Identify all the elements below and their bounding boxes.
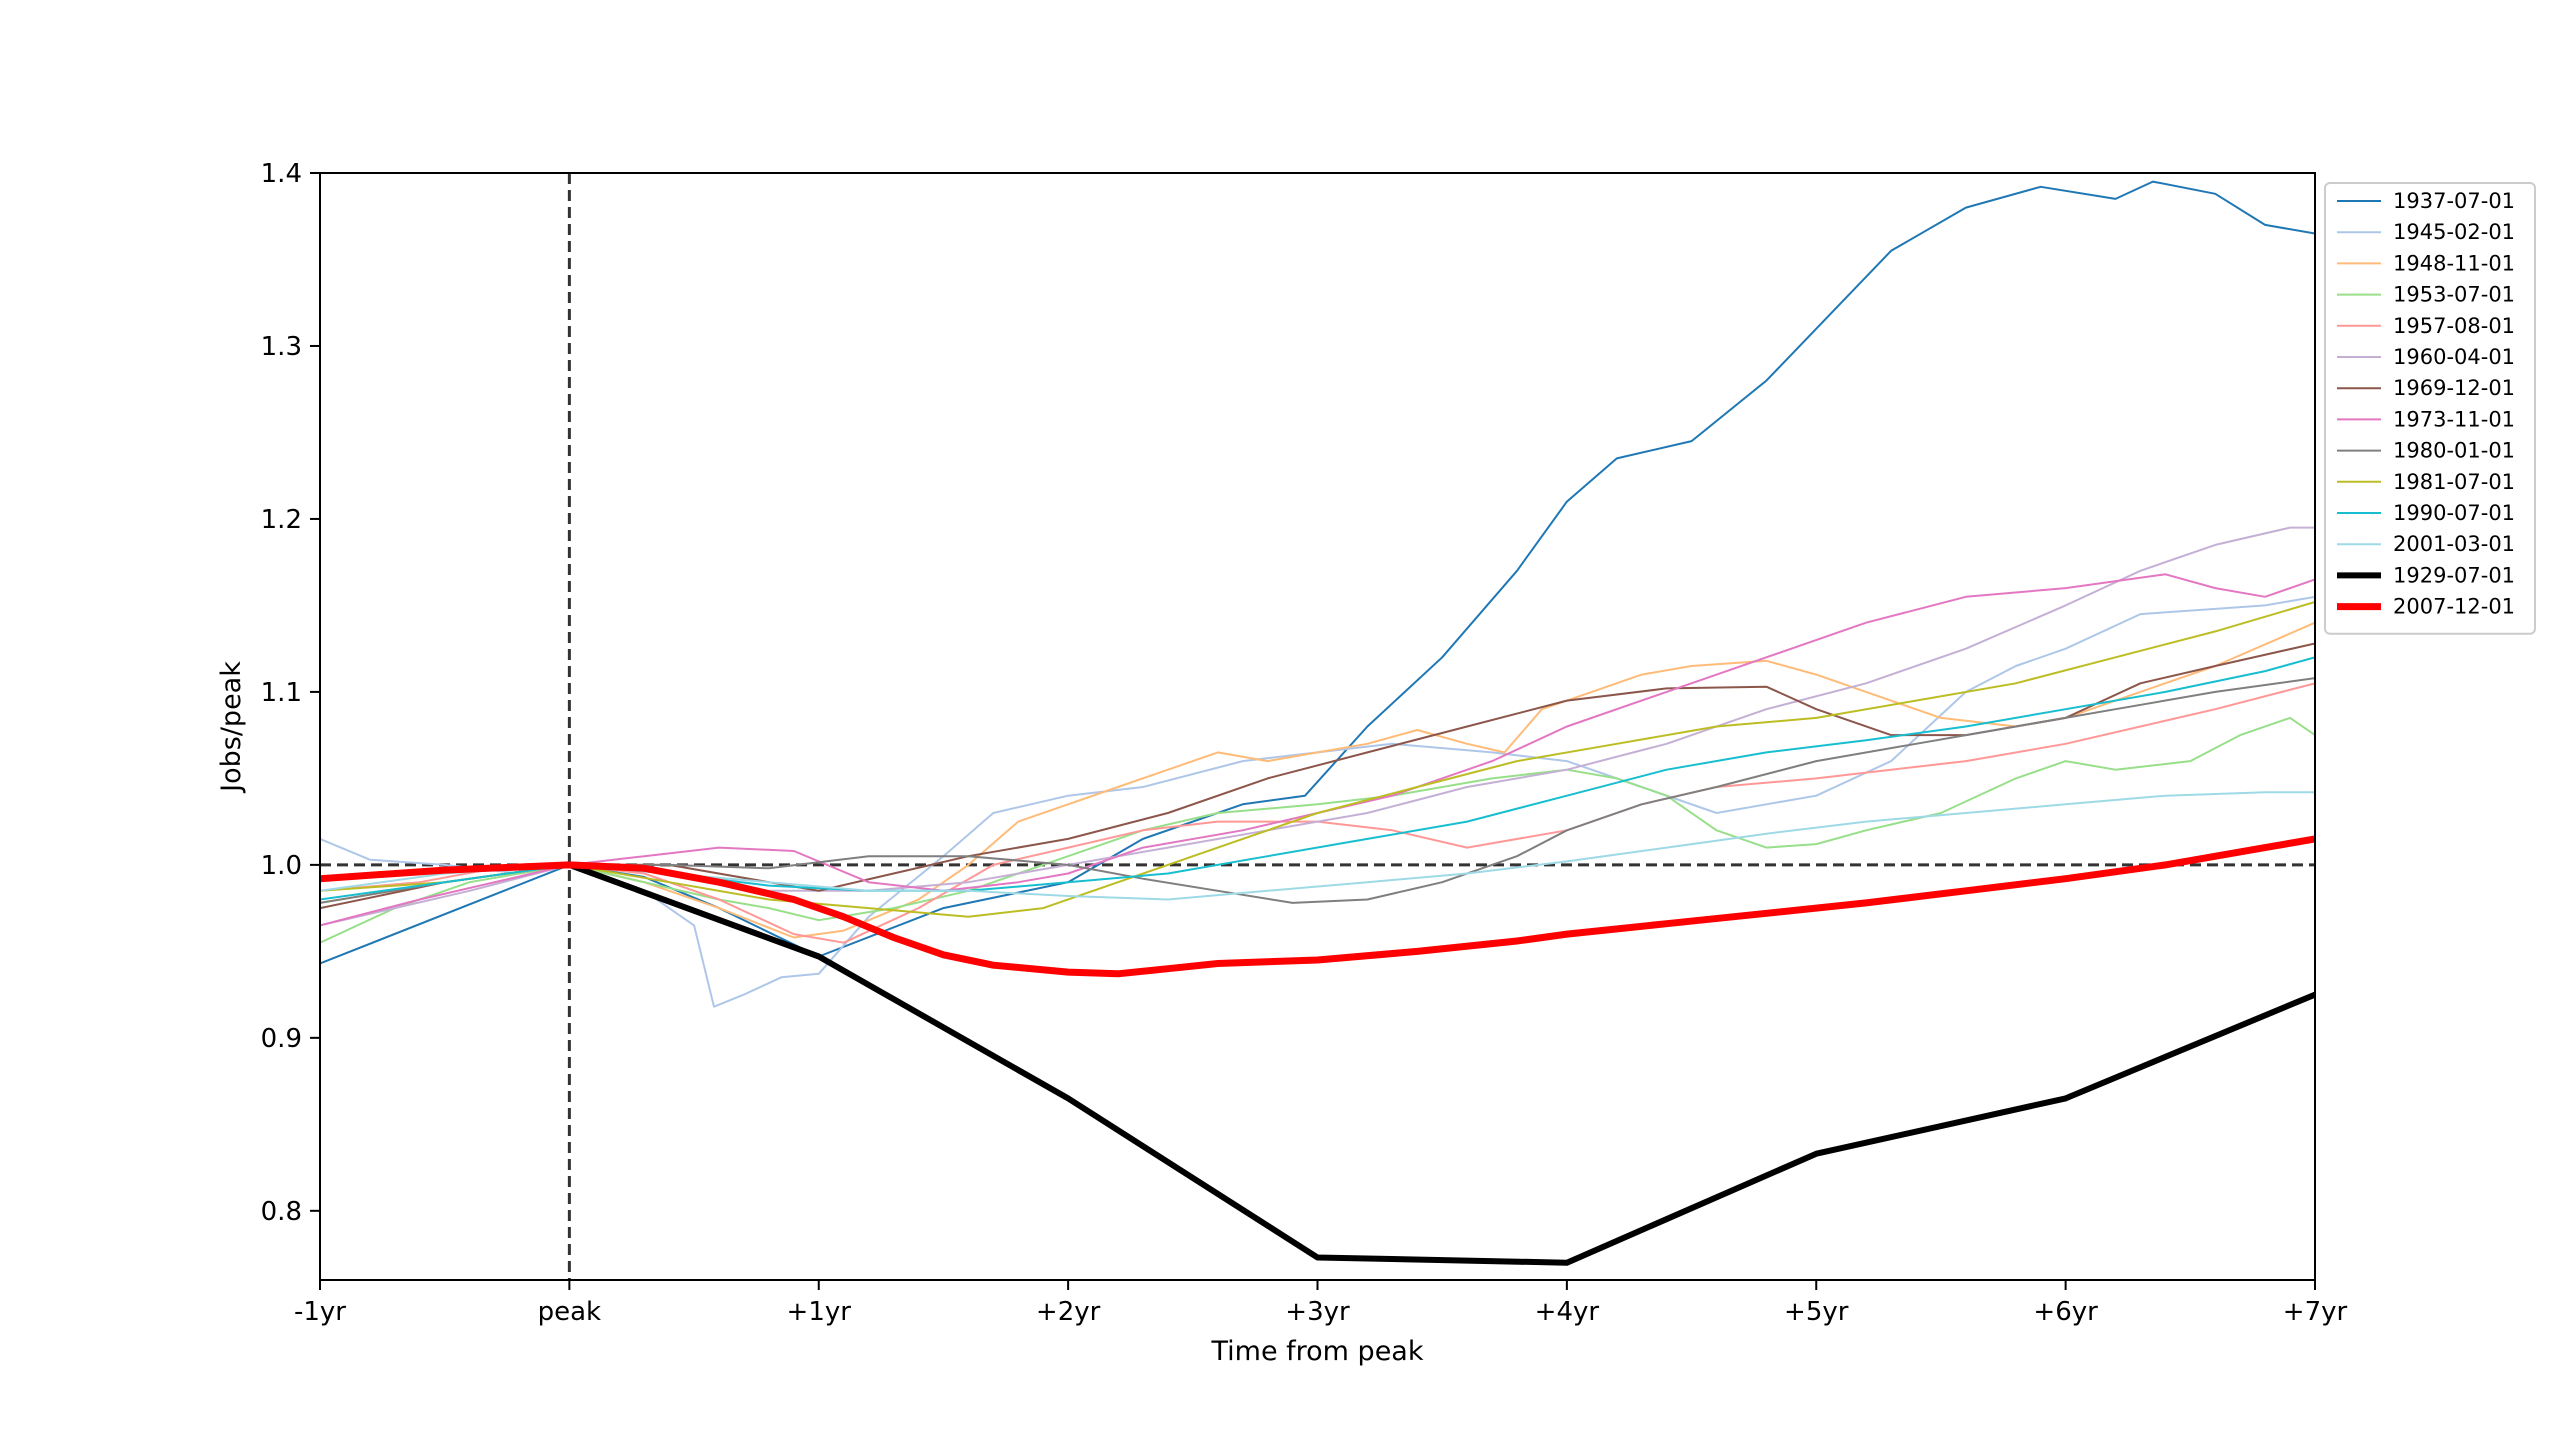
x-axis-label: Time from peak <box>1210 1336 1423 1367</box>
legend-item-label: 1973-11-01 <box>2393 407 2515 431</box>
y-tick-label: 1.1 <box>261 678 302 708</box>
y-axis: 0.8 0.9 1.0 1.1 1.2 1.3 1.4 <box>261 159 320 1227</box>
x-tick-label: -1yr <box>294 1297 346 1327</box>
legend-item-label: 2007-12-01 <box>2393 595 2515 619</box>
legend-item-label: 1960-04-01 <box>2393 345 2515 369</box>
legend-item-label: 1937-07-01 <box>2393 189 2515 213</box>
legend-item-label: 1981-07-01 <box>2393 470 2515 494</box>
legend-item-label: 1990-07-01 <box>2393 501 2515 525</box>
legend-item-label: 1945-02-01 <box>2393 220 2515 244</box>
x-tick-label: peak <box>538 1297 602 1327</box>
legend-box <box>2324 182 2536 635</box>
legend-item-label: 1957-08-01 <box>2393 314 2515 338</box>
series-line-1945-02-01 <box>320 595 2315 1008</box>
series-line-2007-12-01 <box>320 835 2315 978</box>
series-line-1957-08-01 <box>320 682 2315 944</box>
y-axis-label: Jobs/peak <box>216 661 247 794</box>
y-tick-label: 0.9 <box>261 1024 302 1054</box>
legend-item-label: 1948-11-01 <box>2393 251 2515 275</box>
series-line-1973-11-01 <box>320 573 2315 927</box>
y-tick-label: 1.2 <box>261 505 302 535</box>
y-tick-label: 0.8 <box>261 1197 302 1227</box>
series-line-1937-07-01 <box>320 180 2315 965</box>
legend-item-label: 1929-07-01 <box>2393 563 2515 587</box>
legend-item-label: 1953-07-01 <box>2393 283 2515 307</box>
x-tick-label: +2yr <box>1036 1297 1101 1327</box>
y-tick-label: 1.3 <box>261 332 302 362</box>
x-tick-label: +5yr <box>1784 1297 1849 1327</box>
y-tick-label: 1.0 <box>261 851 302 881</box>
x-tick-label: +7yr <box>2283 1297 2348 1327</box>
legend: 1937-07-01 1945-02-01 1948-11-01 1953-07-01… <box>2324 182 2536 635</box>
x-tick-label: +4yr <box>1535 1297 1600 1327</box>
series-line-1981-07-01 <box>320 601 2315 918</box>
legend-item-label: 2001-03-01 <box>2393 532 2515 556</box>
y-tick-label: 1.4 <box>261 159 302 189</box>
x-tick-label: +3yr <box>1285 1297 1350 1327</box>
legend-item-label: 1969-12-01 <box>2393 376 2515 400</box>
x-tick-label: +1yr <box>787 1297 852 1327</box>
x-tick-label: +6yr <box>2033 1297 2098 1327</box>
series-line-1929-07-01 <box>566 861 2315 1266</box>
series-line-1948-11-01 <box>320 621 2315 939</box>
x-axis: -1yr peak +1yr +2yr +3yr +4yr +5yr +6yr +7yr <box>294 1280 2348 1327</box>
legend-item-label: 1980-01-01 <box>2393 439 2515 463</box>
series-line-1980-01-01 <box>320 677 2315 904</box>
series-layer <box>320 180 2315 1266</box>
